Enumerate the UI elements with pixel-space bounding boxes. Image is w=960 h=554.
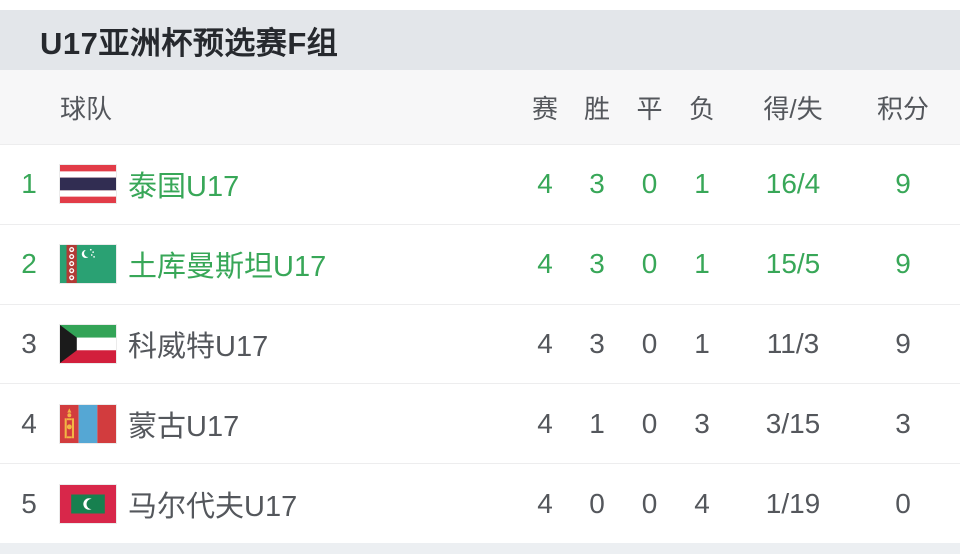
page-title: U17亚洲杯预选赛F组 xyxy=(40,25,339,61)
team-name: 土库曼斯坦U17 xyxy=(128,251,327,284)
bottom-strip xyxy=(0,543,960,554)
stat-played: 4 xyxy=(537,487,553,519)
stat-played: 4 xyxy=(537,327,553,359)
row-mongolia-u17[interactable]: 4 xyxy=(0,384,960,465)
stat-won: 3 xyxy=(589,248,605,280)
stat-lost: 1 xyxy=(694,327,710,359)
title-bar: U17亚洲杯预选赛F组 xyxy=(0,10,960,70)
stat-drawn: 0 xyxy=(641,248,658,280)
column-header-points: 积分 xyxy=(876,93,929,124)
team-name: 马尔代夫U17 xyxy=(128,490,298,523)
stat-won: 3 xyxy=(589,168,605,200)
flag-cell xyxy=(52,323,122,364)
stat-drawn: 0 xyxy=(641,407,658,439)
stat-points: 9 xyxy=(895,327,911,359)
stat-goals: 1/19 xyxy=(765,487,821,519)
stat-won: 1 xyxy=(589,407,605,439)
team-name: 蒙古U17 xyxy=(128,410,240,443)
stat-lost: 4 xyxy=(694,487,710,519)
row-turkmenistan-u17[interactable]: 2 xyxy=(0,225,960,305)
stat-played: 4 xyxy=(537,407,553,439)
rank-number: 5 xyxy=(21,487,37,519)
stat-drawn: 0 xyxy=(641,327,658,359)
column-header-lost: 负 xyxy=(688,93,715,124)
rank-number: 3 xyxy=(21,327,37,359)
stat-drawn: 0 xyxy=(641,168,658,200)
column-header-drawn: 平 xyxy=(636,93,663,124)
stat-won: 0 xyxy=(589,487,605,519)
stat-goals: 11/3 xyxy=(766,327,820,359)
mongolia-flag-icon xyxy=(59,403,117,444)
stat-won: 3 xyxy=(589,327,605,359)
row-kuwait-u17[interactable]: 3 科威特U17 4 3 0 1 11/3 9 xyxy=(0,305,960,385)
flag-cell xyxy=(52,483,122,524)
maldives-flag-icon xyxy=(59,483,117,524)
stat-goals: 15/5 xyxy=(765,248,821,280)
stat-points: 9 xyxy=(895,248,911,280)
thailand-flag-icon xyxy=(59,164,117,205)
stat-goals: 16/4 xyxy=(765,168,821,200)
row-maldives-u17[interactable]: 5 马尔代夫U17 4 0 0 4 1/19 0 xyxy=(0,464,960,543)
stat-drawn: 0 xyxy=(641,487,658,519)
team-name: 泰国U17 xyxy=(128,171,240,204)
column-header-played: 赛 xyxy=(531,93,558,124)
flag-cell xyxy=(52,403,122,444)
row-thailand-u17[interactable]: 1 泰国U17 4 3 0 1 16/4 9 xyxy=(0,145,960,225)
standings-rows: 1 泰国U17 4 3 0 1 16/4 9 2 xyxy=(0,145,960,543)
stat-played: 4 xyxy=(537,248,553,280)
stat-lost: 3 xyxy=(694,407,710,439)
kuwait-flag-icon xyxy=(59,323,117,364)
stat-lost: 1 xyxy=(694,168,710,200)
rank-number: 1 xyxy=(21,168,37,200)
stat-lost: 1 xyxy=(694,248,710,280)
rank-number: 2 xyxy=(21,248,37,280)
table-header: 球队 赛 胜 平 负 得/失 积分 xyxy=(0,70,960,145)
turkmenistan-flag-icon xyxy=(59,244,117,285)
rank-number: 4 xyxy=(21,407,37,439)
stat-points: 9 xyxy=(895,168,911,200)
stat-goals: 3/15 xyxy=(765,407,821,439)
flag-cell xyxy=(52,244,122,285)
top-strip xyxy=(0,0,960,10)
stat-played: 4 xyxy=(537,168,553,200)
column-header-won: 胜 xyxy=(583,93,610,124)
column-header-team: 球队 xyxy=(60,93,113,124)
stat-points: 3 xyxy=(895,407,911,439)
column-header-goals: 得/失 xyxy=(763,93,823,124)
flag-cell xyxy=(52,164,122,205)
team-name: 科威特U17 xyxy=(128,330,269,363)
stat-points: 0 xyxy=(895,487,911,519)
